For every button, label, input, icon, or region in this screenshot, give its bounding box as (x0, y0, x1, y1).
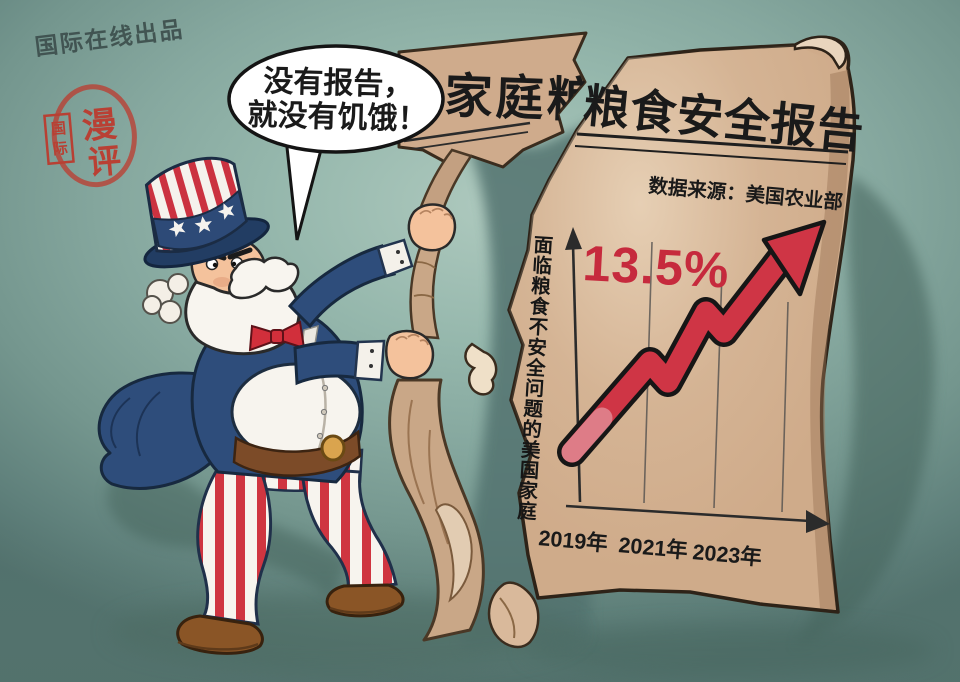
title-rule-2 (574, 145, 847, 165)
left-shoe-sole (177, 640, 259, 651)
right-shoe-sole (329, 601, 401, 614)
scroll-wall-shadow (795, 175, 935, 648)
left-pupil (212, 262, 218, 268)
y-axis-arrowhead (565, 227, 582, 250)
crumple-fold-lines (407, 399, 449, 545)
lower-arm-sleeve (293, 340, 364, 386)
strip-rule-1 (403, 121, 531, 143)
strip-between-fists (409, 246, 442, 340)
x-tick-2021: 2021年 (618, 532, 689, 563)
seal-box (43, 112, 75, 166)
scroll-floor-shadow (525, 624, 935, 676)
chart-value-label: 13.5% (581, 235, 731, 299)
speech-bubble: 没有报告， 就没有饥饿！ (227, 44, 445, 241)
lower-fist-knuckles (395, 333, 429, 346)
seal-box-char-bottom: 际 (52, 140, 68, 158)
coat-tail-folds (110, 391, 161, 457)
top-hat (143, 156, 270, 269)
trend-arrow (557, 219, 827, 467)
x-axis-arrowhead (806, 510, 830, 533)
speech-line-1: 没有报告， (263, 65, 414, 102)
paper-scraps (464, 342, 540, 649)
strip-rule-2 (405, 131, 529, 151)
bow-tie (248, 320, 306, 352)
belt (232, 429, 362, 477)
raised-arm-sleeve (287, 244, 397, 329)
seal-ring (51, 84, 137, 188)
trend-arrowhead (761, 219, 827, 297)
title-rule-1 (576, 132, 849, 154)
logo-seal: 国 际 漫 评 (43, 84, 137, 188)
paper-scrap-2-fold (499, 597, 516, 639)
seal-main-char-top: 漫 (80, 105, 118, 147)
hair (142, 273, 189, 324)
strip-creases (413, 261, 436, 299)
cheek-blush (213, 277, 231, 287)
left-shoe (176, 614, 264, 655)
right-pupil (231, 261, 237, 267)
speech-bubble-body (227, 44, 445, 154)
speech-bubble-tail (284, 136, 324, 241)
strip-neck (417, 148, 473, 214)
uncle-sam (97, 156, 457, 655)
report-scroll: 粮食安全报告 数据来源：美国农业部 13.5% 2019年 2021年 2023… (507, 35, 867, 614)
gridline-3 (781, 301, 789, 513)
raised-arm-cuff (376, 238, 414, 278)
paper-scrap-1 (464, 342, 498, 396)
shirt-button-2 (320, 408, 328, 416)
upper-fist-knuckles (419, 207, 453, 220)
report-title-left: 家庭粮 (444, 70, 599, 128)
strip-top-piece (397, 31, 588, 169)
seal-box-char-top: 国 (50, 120, 66, 138)
shirt-button-1 (321, 384, 329, 392)
right-shoe (325, 583, 405, 618)
speech-line-2: 就没有饥饿！ (247, 99, 428, 137)
crumple-highlight-flap (434, 503, 473, 603)
scroll-top-curl (793, 35, 848, 70)
lower-arm-cuff (353, 339, 386, 382)
x-tick-2023: 2023年 (692, 539, 763, 570)
belt-buckle (320, 434, 346, 462)
publisher-watermark: 国际在线出品 (33, 16, 185, 60)
x-axis (565, 504, 811, 523)
lower-fist (385, 329, 435, 380)
chart: 13.5% 2019年 2021年 2023年 (538, 219, 830, 570)
torn-strip: 家庭粮 (388, 31, 599, 642)
cufflink-1 (396, 250, 400, 254)
shirt-button-3 (316, 432, 324, 440)
cufflink-3 (370, 349, 374, 353)
scroll-right-edge-shade (810, 70, 850, 610)
upper-fist (407, 203, 457, 252)
cufflink-4 (369, 364, 373, 368)
x-tick-2019: 2019年 (538, 525, 609, 556)
cufflink-2 (400, 260, 404, 264)
seal-main-char-bottom: 评 (87, 141, 123, 181)
mustache (228, 256, 300, 300)
